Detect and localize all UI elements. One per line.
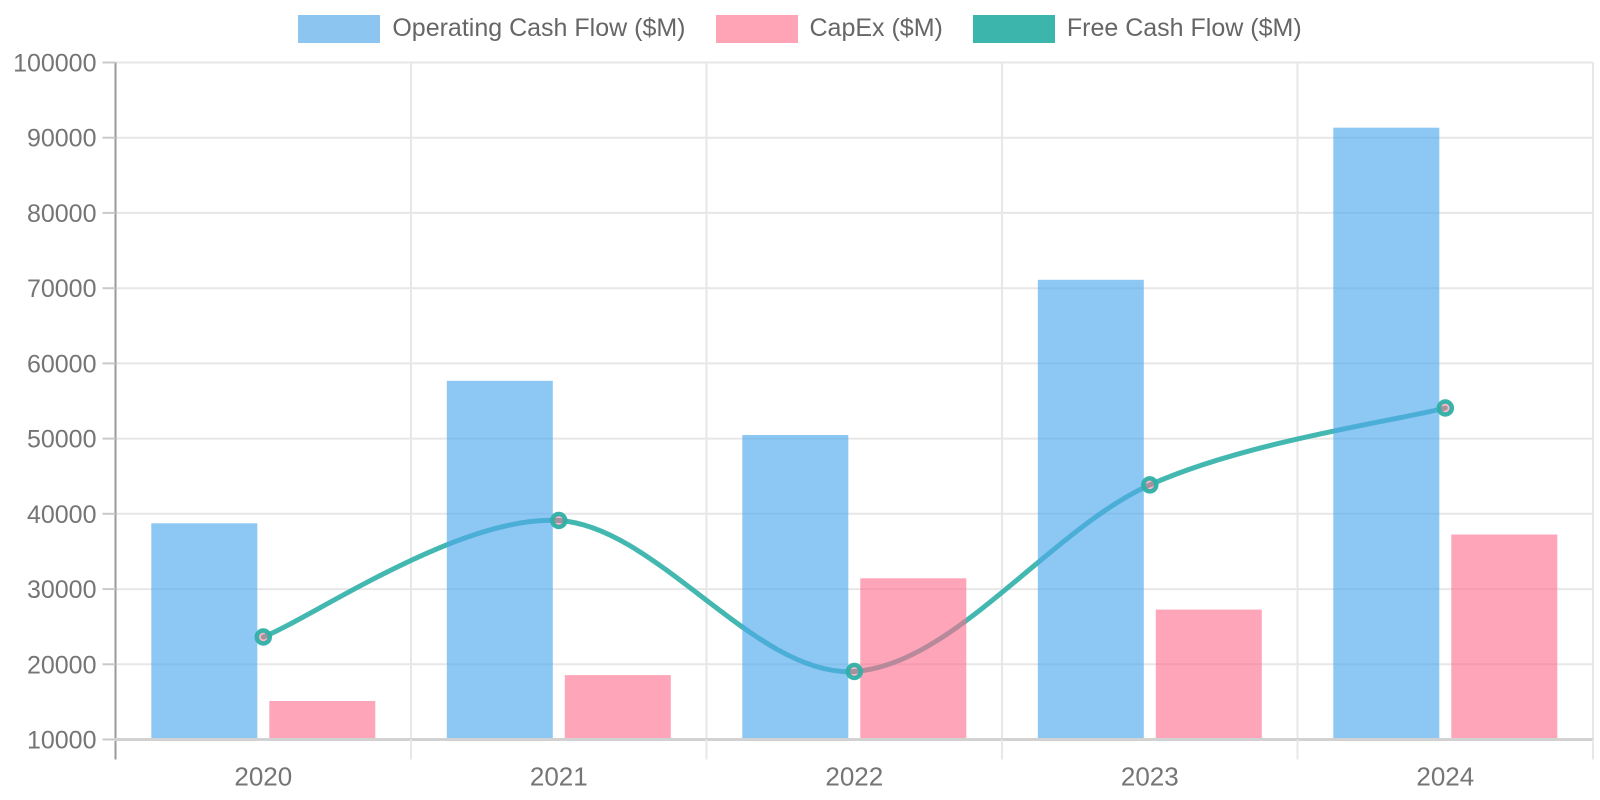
fcf-line [260,405,1448,675]
legend-label-operating-cash-flow: Operating Cash Flow ($M) [392,14,686,42]
fcf-marker-2022 [845,662,864,681]
y-tick-label: 70000 [27,275,97,303]
y-gridlines [115,61,1593,741]
x-tick-label: 2021 [530,762,588,792]
axes [102,61,1594,760]
y-axis-labels: 10000 20000 30000 40000 50000 60000 70000 80000… [13,50,96,755]
legend-swatch-free-cash-flow [972,14,1055,43]
chart-legend: Operating Cash Flow ($M) CapEx ($M) Free… [0,14,1600,43]
legend-item-free-cash-flow[interactable]: Free Cash Flow ($M) [972,14,1302,43]
x-axis-labels: 2020 2021 2022 2023 2024 [234,762,1474,792]
legend-label-capex: CapEx ($M) [809,14,943,42]
operating-cash-flow-bar-2022 [742,435,849,740]
legend-item-capex[interactable]: CapEx ($M) [715,14,943,43]
capex-bar-2020 [269,701,376,740]
capex-bar-2023 [1155,609,1262,740]
capex-bar-2022 [860,578,967,740]
y-tick-label: 90000 [27,125,97,153]
series-operating-cash-flow-bars [151,127,1440,740]
legend-swatch-operating-cash-flow [298,14,381,43]
fcf-marker-2024 [1436,399,1455,417]
x-tick-label: 2024 [1416,762,1474,792]
y-tick-label: 40000 [27,501,97,529]
operating-cash-flow-bar-2024 [1333,127,1440,740]
series-capex-bars [269,534,1558,740]
y-tick-label: 60000 [27,350,97,378]
operating-cash-flow-bar-2023 [1037,279,1144,740]
x-tick-label: 2022 [825,762,883,792]
y-tick-label: 50000 [27,426,97,454]
legend-label-free-cash-flow: Free Cash Flow ($M) [1066,14,1302,42]
operating-cash-flow-bar-2020 [151,523,258,740]
capex-bar-2024 [1451,534,1558,740]
x-tick-label: 2023 [1121,762,1179,792]
legend-swatch-capex [715,14,798,43]
fcf-marker-2021 [550,511,568,530]
y-tick-label: 20000 [27,651,97,679]
operating-cash-flow-bar-2021 [446,380,553,740]
y-tick-label: 30000 [27,576,97,604]
capex-bar-2021 [564,675,671,740]
y-tick-label: 100000 [13,50,96,78]
fcf-markers [254,399,1455,681]
series-free-cash-flow-line [260,405,1448,675]
legend-item-operating-cash-flow[interactable]: Operating Cash Flow ($M) [298,14,686,43]
y-tick-label: 10000 [27,727,97,755]
x-tick-label: 2020 [234,762,292,792]
x-gridlines [410,62,1594,740]
fcf-marker-2020 [254,628,273,646]
y-tick-label: 80000 [27,200,97,228]
fcf-marker-2023 [1141,476,1159,494]
